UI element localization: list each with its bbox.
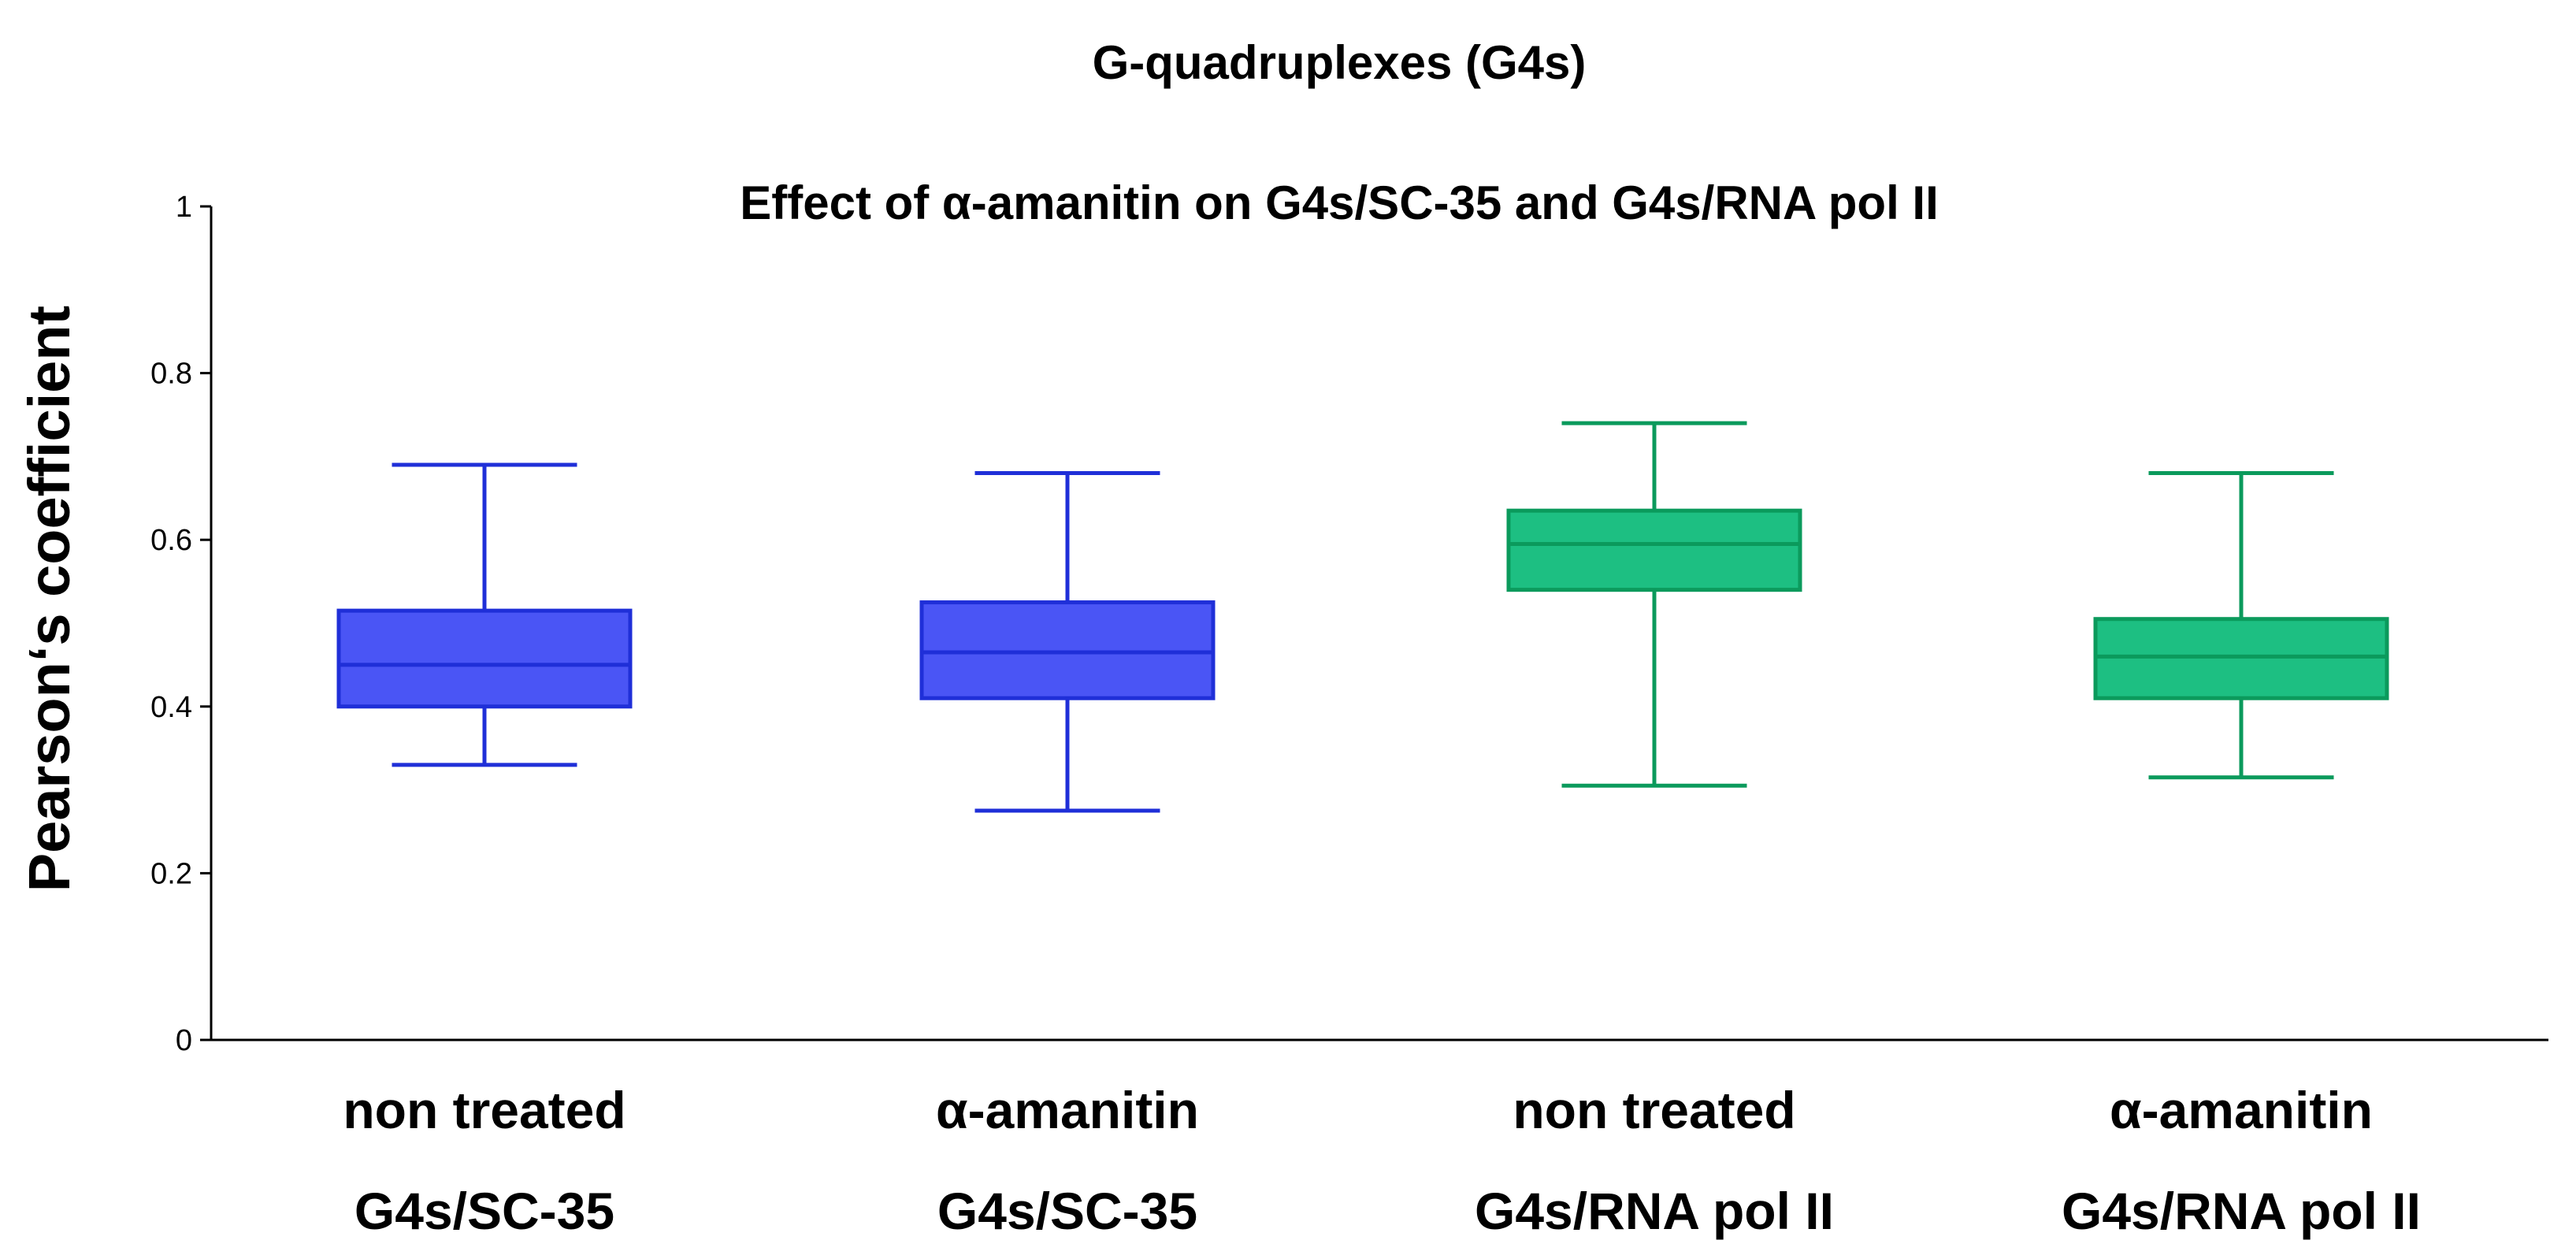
boxes — [336, 421, 2389, 813]
iqr-box — [336, 608, 633, 709]
category-label-line2: G4s/SC-35 — [937, 1182, 1197, 1240]
category-label-line1: α-amanitin — [2110, 1081, 2373, 1139]
box-1 — [336, 462, 633, 767]
y-tick-label: 0 — [176, 1024, 192, 1057]
y-axis-label: Pearson‘s coefficient — [17, 306, 82, 892]
category-label-line2: G4s/RNA pol II — [2062, 1182, 2421, 1240]
category-label-line2: G4s/RNA pol II — [1475, 1182, 1834, 1240]
iqr-box — [1506, 508, 1802, 592]
category-label-line1: non treated — [1513, 1081, 1795, 1139]
y-tick-label: 0.4 — [150, 691, 192, 724]
chart-subtitle: Effect of α-amanitin on G4s/SC-35 and G4… — [740, 176, 1939, 229]
y-tick-label: 0.6 — [150, 524, 192, 557]
category-label-line1: non treated — [343, 1081, 625, 1139]
box-4 — [2093, 471, 2389, 780]
iqr-box — [2093, 617, 2389, 700]
category-label-line1: α-amanitin — [936, 1081, 1199, 1139]
category-labels: non treated G4s/SC-35 α-amanitin G4s/SC-35 n… — [343, 1081, 2421, 1240]
y-tick-label: 0.8 — [150, 358, 192, 391]
box-2 — [919, 471, 1216, 813]
y-ticks: 0 0.2 0.4 0.6 0.8 1 — [150, 191, 211, 1057]
y-tick-label: 0.2 — [150, 857, 192, 890]
category-label-line2: G4s/SC-35 — [354, 1182, 614, 1240]
iqr-box — [919, 600, 1216, 700]
chart-title: G-quadruplexes (G4s) — [1093, 36, 1587, 89]
box-3 — [1506, 421, 1802, 788]
y-tick-label: 1 — [176, 191, 192, 224]
